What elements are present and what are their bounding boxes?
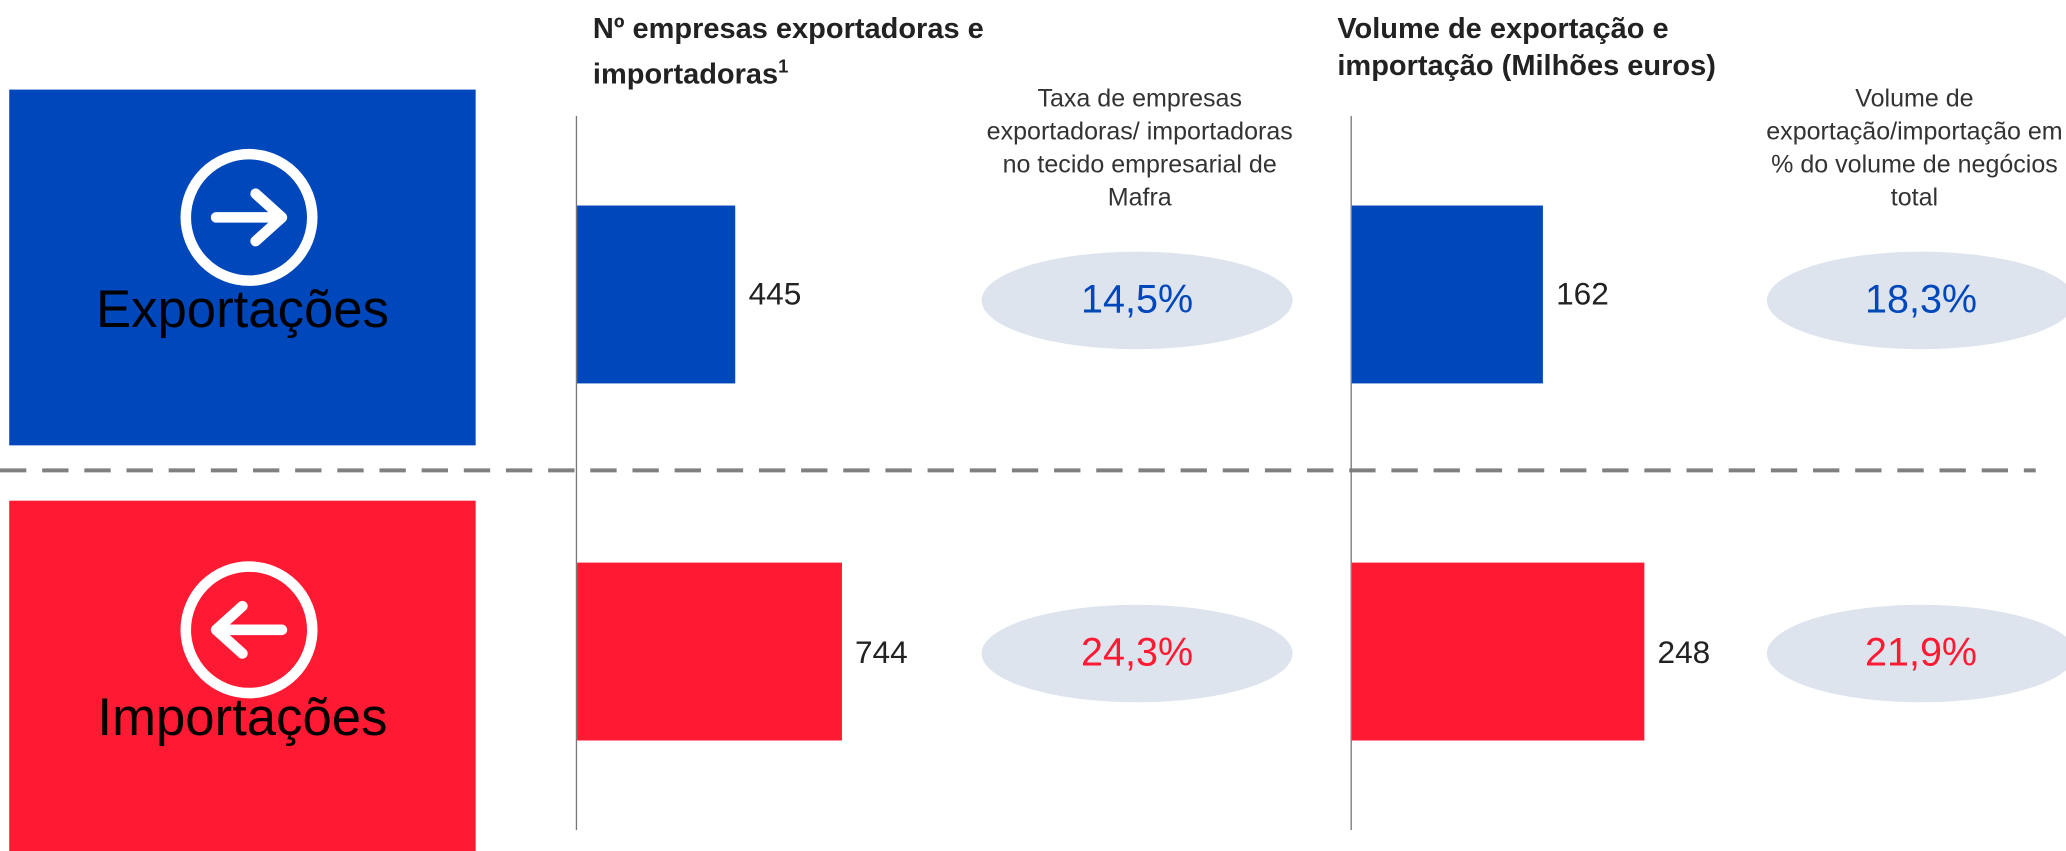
footnote-marker: 1 [778, 55, 789, 77]
title-text: Nº empresas exportadoras e importadoras [592, 11, 984, 91]
share-label: Volume de exportação/importação em % do … [1766, 85, 2063, 213]
panel-box [9, 500, 476, 851]
share-value-label: 14,5% [1081, 278, 1194, 322]
axis-line [575, 115, 578, 831]
panel-label: Importações [97, 689, 388, 748]
share-ellipse: 24,3% [981, 604, 1293, 703]
value-label: 162 [1556, 276, 1609, 313]
bar [577, 562, 842, 741]
chart-title: Volume de exportação e importação (Milhõ… [1337, 11, 1811, 85]
share-ellipse: 21,9% [1766, 604, 2066, 703]
title-text: Volume de exportação e importação (Milhõ… [1337, 11, 1716, 82]
share-ellipse: 14,5% [981, 251, 1293, 350]
value-label: 744 [854, 635, 908, 671]
axis-line [1350, 115, 1352, 831]
share-value-label: 18,3% [1865, 278, 1978, 322]
bar [1351, 562, 1645, 741]
chart-title: Nº empresas exportadoras e importadoras1 [593, 11, 1067, 93]
share-value-label: 21,9% [1865, 631, 1978, 675]
share-ellipse: 18,3% [1766, 251, 2066, 350]
arrow-icon [180, 561, 318, 699]
value-label: 248 [1657, 635, 1711, 671]
share-value-label: 24,3% [1081, 631, 1194, 675]
panel-label: Exportações [95, 280, 389, 339]
panel-box [9, 89, 476, 446]
bar [577, 205, 736, 384]
arrow-icon [180, 148, 318, 286]
value-label: 445 [748, 276, 802, 313]
bar [1351, 205, 1543, 384]
share-label: Taxa de empresas exportadoras/ importado… [986, 85, 1293, 213]
